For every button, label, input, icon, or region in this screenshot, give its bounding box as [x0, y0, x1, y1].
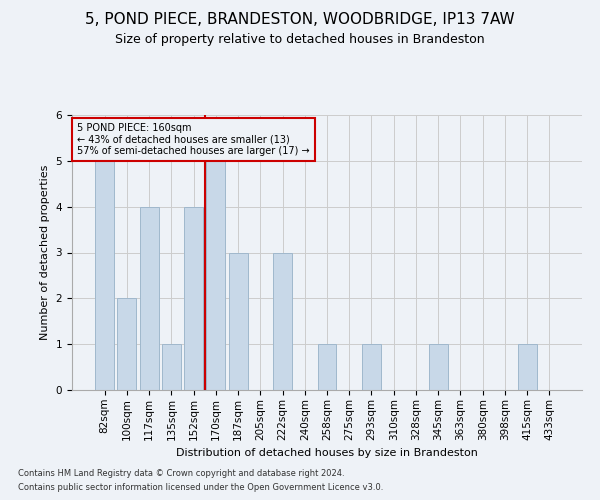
Bar	[184, 206, 203, 390]
Bar	[362, 344, 381, 390]
Bar	[162, 344, 181, 390]
Text: 5 POND PIECE: 160sqm
← 43% of detached houses are smaller (13)
57% of semi-detac: 5 POND PIECE: 160sqm ← 43% of detached h…	[77, 123, 310, 156]
X-axis label: Distribution of detached houses by size in Brandeston: Distribution of detached houses by size …	[176, 448, 478, 458]
Y-axis label: Number of detached properties: Number of detached properties	[40, 165, 50, 340]
Text: Contains public sector information licensed under the Open Government Licence v3: Contains public sector information licen…	[18, 484, 383, 492]
Text: Contains HM Land Registry data © Crown copyright and database right 2024.: Contains HM Land Registry data © Crown c…	[18, 468, 344, 477]
Text: 5, POND PIECE, BRANDESTON, WOODBRIDGE, IP13 7AW: 5, POND PIECE, BRANDESTON, WOODBRIDGE, I…	[85, 12, 515, 28]
Bar	[95, 161, 114, 390]
Bar	[229, 252, 248, 390]
Bar	[118, 298, 136, 390]
Text: Size of property relative to detached houses in Brandeston: Size of property relative to detached ho…	[115, 32, 485, 46]
Bar	[317, 344, 337, 390]
Bar	[429, 344, 448, 390]
Bar	[518, 344, 536, 390]
Bar	[273, 252, 292, 390]
Bar	[206, 161, 225, 390]
Bar	[140, 206, 158, 390]
